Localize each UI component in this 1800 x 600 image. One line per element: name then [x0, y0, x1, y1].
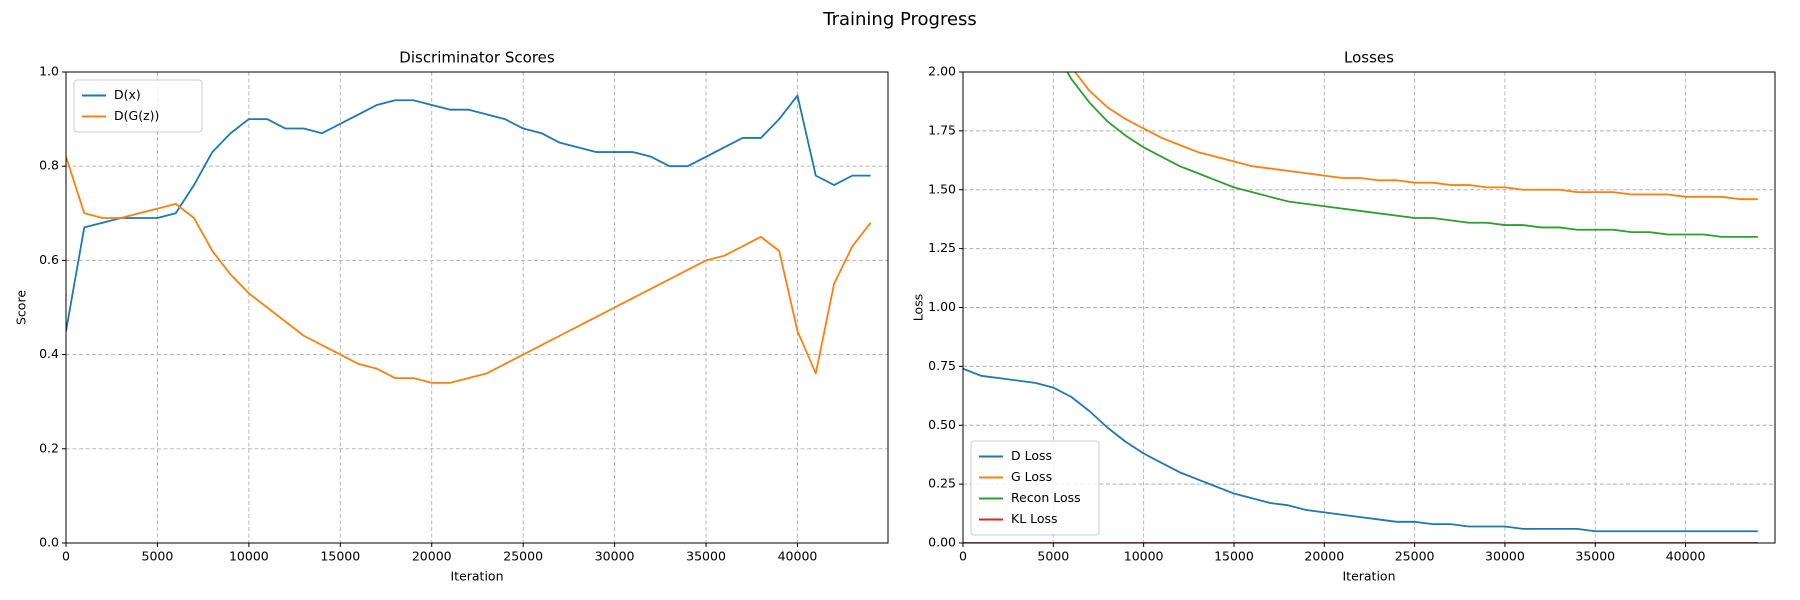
x-tick-label: 10000: [229, 549, 269, 564]
x-tick-label: 35000: [686, 549, 726, 564]
y-tick-label: 0.6: [39, 252, 59, 267]
y-tick-label: 0.75: [928, 358, 956, 373]
axes-title: Discriminator Scores: [399, 49, 555, 67]
x-tick-label: 30000: [1485, 549, 1525, 564]
data-line: [66, 94, 871, 332]
x-tick-label: 10000: [1124, 549, 1164, 564]
x-tick-label: 5000: [142, 549, 174, 564]
plot-area: 0 5000 10000 15000 20000 25000 30000 35000 40000…: [911, 49, 1776, 584]
y-tick-label: 1.0: [39, 64, 59, 79]
axes-frame: [65, 71, 889, 544]
x-tick-label: 15000: [320, 549, 360, 564]
y-axis-label: Score: [14, 290, 29, 325]
x-tick-label: 0: [959, 549, 967, 564]
x-tick-label: 25000: [503, 549, 543, 564]
x-tick-label: 35000: [1575, 549, 1615, 564]
y-tick-label: 0.0: [39, 535, 59, 550]
y-tick-label: 0.2: [39, 440, 59, 455]
y-tick-label: 0.00: [928, 535, 956, 550]
series-group: [963, 72, 1758, 543]
x-tick-label: 15000: [1214, 549, 1254, 564]
x-tick-label: 20000: [412, 549, 452, 564]
x-tick-label: 40000: [1666, 549, 1706, 564]
legend: D Loss G Loss Recon Loss KL Loss: [970, 440, 1100, 536]
x-tick-label: 0: [62, 549, 70, 564]
y-tick-label: 0.8: [39, 158, 59, 173]
y-tick-label: 0.25: [928, 476, 956, 491]
legend-label: Recon Loss: [1011, 490, 1081, 505]
y-axis-label: Loss: [911, 294, 926, 321]
legend-label: D Loss: [1011, 448, 1052, 463]
x-tick-label: 25000: [1395, 549, 1435, 564]
y-tick-label: 2.00: [928, 64, 956, 79]
data-line: [66, 156, 872, 384]
y-tick-label: 1.00: [928, 299, 956, 314]
y-tick-label: 1.25: [928, 240, 956, 255]
legend-label: KL Loss: [1011, 511, 1058, 526]
series-group: [66, 94, 872, 384]
legend-label: D(x): [114, 87, 141, 102]
figure-title: Training Progress: [822, 9, 977, 30]
axes-title: Losses: [1344, 49, 1394, 67]
data-line: [963, 367, 1758, 533]
data-line: [1073, 72, 1758, 201]
y-tick-label: 1.50: [928, 181, 956, 196]
legend-label: G Loss: [1011, 469, 1052, 484]
y-tick-label: 0.4: [39, 346, 59, 361]
plot-area: 0 5000 10000 15000 20000 25000 30000 35000 40000…: [14, 49, 889, 584]
x-tick-label: 20000: [1304, 549, 1344, 564]
y-tick-label: 0.50: [928, 417, 956, 432]
y-tick-label: 1.75: [928, 122, 956, 137]
legend-box: [970, 440, 1100, 536]
x-tick-label: 5000: [1037, 549, 1069, 564]
x-axis-label: Iteration: [450, 569, 503, 584]
legend: D(x) D(G(z)): [73, 79, 203, 133]
x-tick-label: 40000: [778, 549, 818, 564]
legend-label: D(G(z)): [114, 108, 159, 123]
legend-box: [73, 79, 203, 133]
data-line: [1066, 72, 1758, 238]
x-axis-label: Iteration: [1342, 569, 1395, 584]
x-tick-label: 30000: [595, 549, 635, 564]
